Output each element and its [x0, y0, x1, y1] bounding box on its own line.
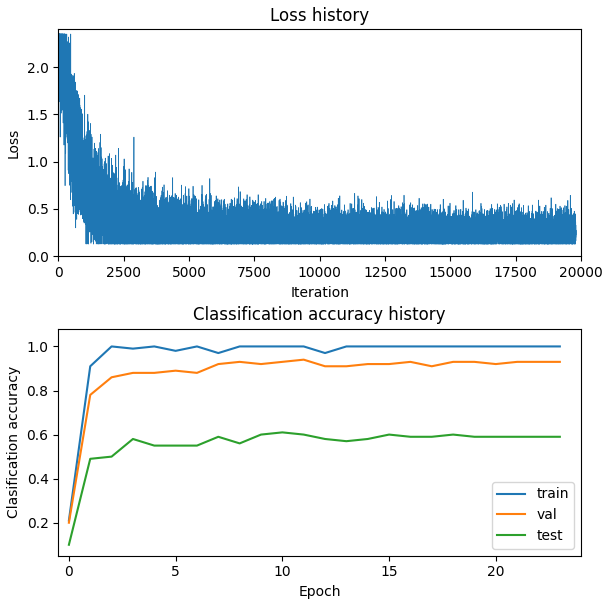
Line: train: train [69, 347, 560, 521]
train [108, 343, 115, 350]
val [343, 362, 350, 370]
val [471, 358, 478, 365]
train [343, 343, 350, 350]
test [556, 433, 564, 441]
train [471, 343, 478, 350]
val [386, 361, 393, 368]
val [108, 374, 115, 381]
train [300, 343, 307, 350]
val [236, 358, 243, 365]
val [279, 358, 286, 365]
train [428, 343, 436, 350]
test [471, 433, 478, 441]
val [87, 391, 94, 399]
train [556, 343, 564, 350]
test [321, 435, 329, 442]
val [65, 519, 73, 527]
test [129, 435, 137, 442]
test [407, 433, 414, 441]
val [407, 358, 414, 365]
val [535, 358, 542, 365]
val [492, 361, 500, 368]
test [236, 440, 243, 447]
val [215, 361, 222, 368]
train [492, 343, 500, 350]
train [215, 350, 222, 357]
val [300, 356, 307, 363]
val [129, 369, 137, 376]
test [428, 433, 436, 441]
test [257, 431, 265, 438]
test [343, 438, 350, 445]
train [129, 345, 137, 352]
test [279, 428, 286, 436]
val [450, 358, 457, 365]
test [386, 431, 393, 438]
test [514, 433, 521, 441]
test [172, 442, 179, 449]
train [535, 343, 542, 350]
train [321, 350, 329, 357]
val [257, 361, 265, 368]
train [87, 362, 94, 370]
X-axis label: Iteration: Iteration [290, 285, 349, 299]
Line: test: test [69, 432, 560, 545]
test [450, 431, 457, 438]
train [172, 347, 179, 355]
train [151, 343, 158, 350]
test [87, 455, 94, 462]
Y-axis label: Loss: Loss [7, 128, 21, 158]
X-axis label: Epoch: Epoch [298, 585, 341, 599]
train [257, 343, 265, 350]
train [279, 343, 286, 350]
test [364, 435, 371, 442]
test [300, 431, 307, 438]
train [407, 343, 414, 350]
test [535, 433, 542, 441]
Title: Classification accuracy history: Classification accuracy history [193, 307, 446, 324]
test [193, 442, 201, 449]
train [450, 343, 457, 350]
val [151, 369, 158, 376]
val [193, 369, 201, 376]
train [236, 343, 243, 350]
Title: Loss history: Loss history [270, 7, 369, 25]
Legend: train, val, test: train, val, test [492, 482, 574, 549]
Y-axis label: Clasification accuracy: Clasification accuracy [7, 366, 21, 518]
val [321, 362, 329, 370]
train [386, 343, 393, 350]
test [492, 433, 500, 441]
test [65, 541, 73, 548]
test [215, 433, 222, 441]
val [364, 361, 371, 368]
Line: val: val [69, 359, 560, 523]
train [65, 517, 73, 524]
train [193, 343, 201, 350]
val [514, 358, 521, 365]
test [151, 442, 158, 449]
val [556, 358, 564, 365]
train [364, 343, 371, 350]
val [172, 367, 179, 375]
val [428, 362, 436, 370]
train [514, 343, 521, 350]
test [108, 453, 115, 460]
